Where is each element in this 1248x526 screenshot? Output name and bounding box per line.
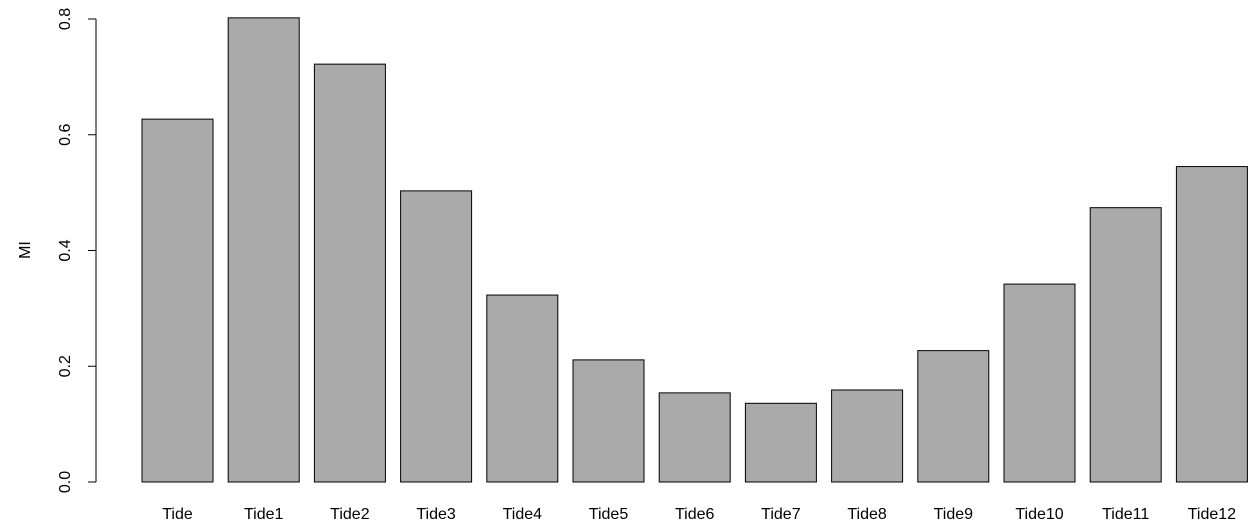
bars [141,17,1248,483]
x-tick-label: Tide12 [1188,506,1236,523]
bar-tide4 [486,294,559,483]
x-tick-label: Tide8 [847,506,887,523]
bar-tide [141,118,214,483]
bar-tide6 [658,392,731,483]
y-tick-label: 0.6 [57,124,74,146]
bar-tide10 [1003,283,1076,483]
x-tick-label: Tide [162,506,193,523]
y-tick-label: 0.4 [57,239,74,261]
bar-tide1 [227,17,300,483]
x-tick-label: Tide7 [761,506,801,523]
x-tick-label: Tide2 [330,506,370,523]
y-tick-label: 0.2 [57,355,74,377]
x-tick-label: Tide5 [589,506,629,523]
y-tick-label: 0.8 [57,8,74,30]
y-axis-title: MI [17,241,34,259]
x-tick-label: Tide4 [503,506,543,523]
bar-tide12 [1175,166,1248,483]
x-tick-label: Tide1 [244,506,284,523]
x-tick-label: Tide3 [416,506,456,523]
bar-tide8 [831,389,904,483]
bar-tide7 [744,402,817,483]
x-tick-label: Tide10 [1015,506,1063,523]
bar-tide2 [313,63,386,483]
y-axis-ticks: 0.0 0.2 0.4 0.6 0.8 [57,8,96,493]
x-axis-labels: Tide Tide1 Tide2 Tide3 Tide4 Tide5 Tide6 Tide7 T… [162,506,1236,523]
x-tick-label: Tide11 [1102,506,1149,523]
x-tick-label: Tide6 [675,506,715,523]
bar-tide3 [400,190,473,483]
bar-tide5 [572,359,645,483]
bar-tide9 [917,350,990,483]
y-tick-label: 0.0 [57,471,74,493]
x-tick-label: Tide9 [934,506,974,523]
bar-tide11 [1089,207,1162,483]
